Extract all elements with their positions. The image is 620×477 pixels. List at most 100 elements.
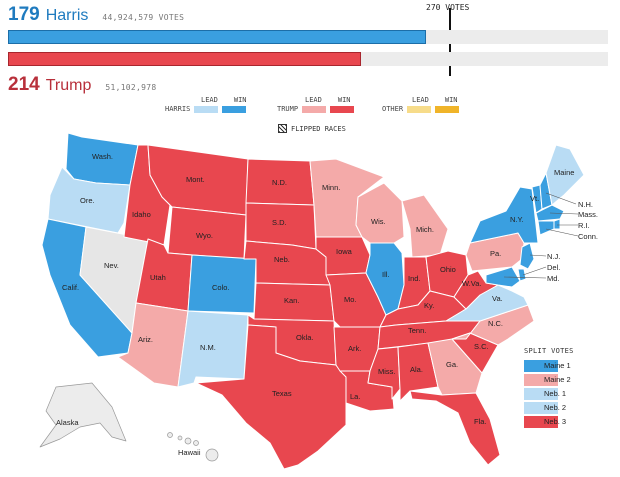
legend-lead-label: LEAD bbox=[412, 96, 429, 104]
label-wva: W.Va. bbox=[462, 279, 481, 288]
label-pa: Pa. bbox=[490, 249, 501, 258]
label-ore: Ore. bbox=[80, 196, 95, 205]
harris-electoral-votes: 179 bbox=[8, 4, 40, 25]
state-del[interactable] bbox=[517, 268, 527, 282]
label-hawaii: Hawaii bbox=[178, 448, 201, 457]
state-ri[interactable] bbox=[553, 218, 561, 230]
label-ri: R.I. bbox=[578, 221, 590, 230]
split-vote-swatch bbox=[524, 401, 558, 414]
label-sd: S.D. bbox=[272, 218, 287, 227]
label-conn: Conn. bbox=[578, 232, 598, 241]
label-ala: Ala. bbox=[410, 365, 423, 374]
label-ohio: Ohio bbox=[440, 265, 456, 274]
label-calif: Calif. bbox=[62, 283, 79, 292]
legend-other-label: OTHER bbox=[382, 105, 404, 113]
label-nh: N.H. bbox=[578, 200, 593, 209]
label-la: La. bbox=[350, 392, 360, 401]
trump-electoral-votes: 214 bbox=[8, 74, 40, 95]
split-vote-swatch bbox=[524, 373, 558, 386]
legend-win-label: WIN bbox=[444, 96, 458, 104]
legend-trump-win-swatch bbox=[330, 105, 355, 113]
label-ark: Ark. bbox=[348, 344, 361, 353]
split-vote-row: Neb. 1 bbox=[524, 387, 574, 400]
trump-bar-fill bbox=[8, 52, 361, 66]
flipped-hatch-icon bbox=[278, 124, 287, 133]
state-texas[interactable] bbox=[195, 324, 347, 470]
split-vote-swatch bbox=[524, 359, 558, 372]
legend-harris: LEAD WIN HARRIS bbox=[165, 96, 247, 113]
legend-lead-label: LEAD bbox=[201, 96, 218, 104]
legend-win-label: WIN bbox=[233, 96, 247, 104]
label-del: Del. bbox=[547, 263, 560, 272]
label-minn: Minn. bbox=[322, 183, 340, 192]
label-wash: Wash. bbox=[92, 152, 113, 161]
legend-other-lead-swatch bbox=[407, 105, 432, 113]
label-iowa: Iowa bbox=[336, 247, 353, 256]
trump-name: Trump bbox=[45, 77, 92, 94]
label-wis: Wis. bbox=[371, 217, 386, 226]
legend-harris-win-swatch bbox=[222, 105, 247, 113]
split-vote-row: Neb. 3 bbox=[524, 415, 574, 428]
state-alaska[interactable] bbox=[39, 382, 127, 448]
label-nd: N.D. bbox=[272, 178, 287, 187]
label-tenn: Tenn. bbox=[408, 326, 426, 335]
label-sc: S.C. bbox=[474, 342, 489, 351]
label-fla: Fla. bbox=[474, 417, 487, 426]
trump-popular-votes: 51,102,978 bbox=[105, 83, 157, 92]
label-okla: Okla. bbox=[296, 333, 314, 342]
state-md[interactable] bbox=[485, 266, 521, 288]
label-ga: Ga. bbox=[446, 360, 458, 369]
label-nev: Nev. bbox=[104, 261, 119, 270]
label-ny: N.Y. bbox=[510, 215, 524, 224]
split-vote-label: Neb. 2 bbox=[544, 403, 567, 412]
legend-trump-lead-swatch bbox=[302, 105, 327, 113]
label-colo: Colo. bbox=[212, 283, 230, 292]
label-md: Md. bbox=[547, 274, 560, 283]
label-ariz: Ariz. bbox=[138, 335, 153, 344]
state-ore[interactable] bbox=[47, 166, 131, 234]
harris-bar bbox=[8, 30, 608, 44]
state-fla[interactable] bbox=[409, 390, 501, 466]
harris-name: Harris bbox=[45, 7, 89, 24]
split-vote-swatch bbox=[524, 415, 558, 428]
label-nj: N.J. bbox=[547, 252, 560, 261]
label-mass: Mass. bbox=[578, 210, 598, 219]
harris-popular-votes: 44,924,579 VOTES bbox=[102, 13, 185, 22]
label-vt: Vt. bbox=[530, 194, 539, 203]
label-ind: Ind. bbox=[408, 274, 421, 283]
legend-flipped-label: FLIPPED RACES bbox=[291, 124, 346, 133]
label-wyo: Wyo. bbox=[196, 231, 213, 240]
split-vote-row: Maine 2 bbox=[524, 373, 574, 386]
split-vote-swatch bbox=[524, 387, 558, 400]
label-utah: Utah bbox=[150, 273, 166, 282]
label-mont: Mont. bbox=[186, 175, 205, 184]
state-conn[interactable] bbox=[537, 220, 555, 236]
legend-win-label: WIN bbox=[337, 96, 351, 104]
label-texas: Texas bbox=[272, 389, 292, 398]
split-votes-title: SPLIT VOTES bbox=[524, 347, 574, 355]
legend-flipped: FLIPPED RACES bbox=[278, 124, 346, 133]
label-idaho: Idaho bbox=[132, 210, 151, 219]
label-mo: Mo. bbox=[344, 295, 357, 304]
threshold-label: 270 VOTES bbox=[426, 3, 470, 12]
harris-header: 179 Harris 44,924,579 VOTES bbox=[8, 4, 184, 26]
legend-other: LEAD WIN OTHER bbox=[382, 96, 460, 113]
label-maine: Maine bbox=[554, 168, 574, 177]
label-va: Va. bbox=[492, 294, 503, 303]
legend-trump: LEAD WIN TRUMP bbox=[277, 96, 355, 113]
trump-header: 214 Trump 51,102,978 bbox=[8, 74, 157, 96]
state-ny[interactable] bbox=[469, 186, 539, 244]
label-ky: Ky. bbox=[424, 301, 434, 310]
split-vote-row: Neb. 2 bbox=[524, 401, 574, 414]
label-kan: Kan. bbox=[284, 296, 299, 305]
split-vote-label: Maine 2 bbox=[544, 375, 571, 384]
split-vote-row: Maine 1 bbox=[524, 359, 574, 372]
state-hawaii[interactable] bbox=[167, 432, 219, 462]
split-vote-label: Neb. 3 bbox=[544, 417, 567, 426]
legend-other-win-swatch bbox=[435, 105, 460, 113]
label-alaska: Alaska bbox=[56, 418, 79, 427]
state-nj[interactable] bbox=[519, 242, 535, 270]
us-electoral-map: Wash. Ore. Calif. Nev. Idaho Mont. Wyo. … bbox=[39, 132, 598, 470]
split-vote-label: Neb. 1 bbox=[544, 389, 567, 398]
split-votes-legend: SPLIT VOTES Maine 1 Maine 2 Neb. 1 Neb. 2 Ne… bbox=[524, 347, 574, 429]
